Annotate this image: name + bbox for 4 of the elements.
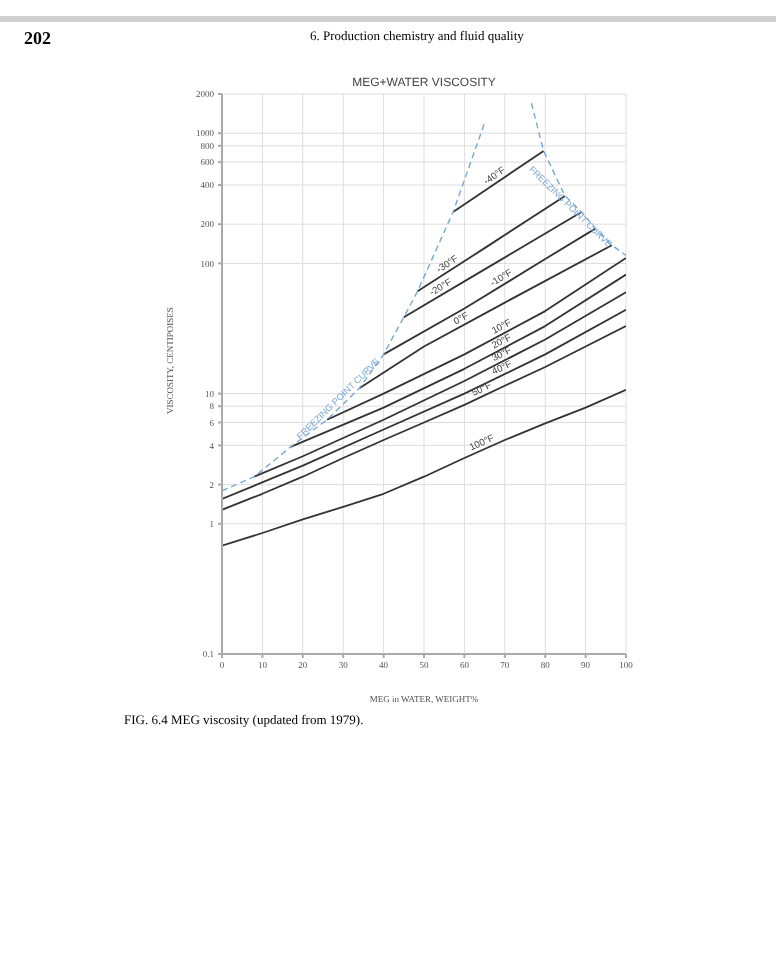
line-series [289,273,626,448]
line-series [253,291,626,478]
line-series [530,102,626,257]
text: 202 [24,28,51,48]
